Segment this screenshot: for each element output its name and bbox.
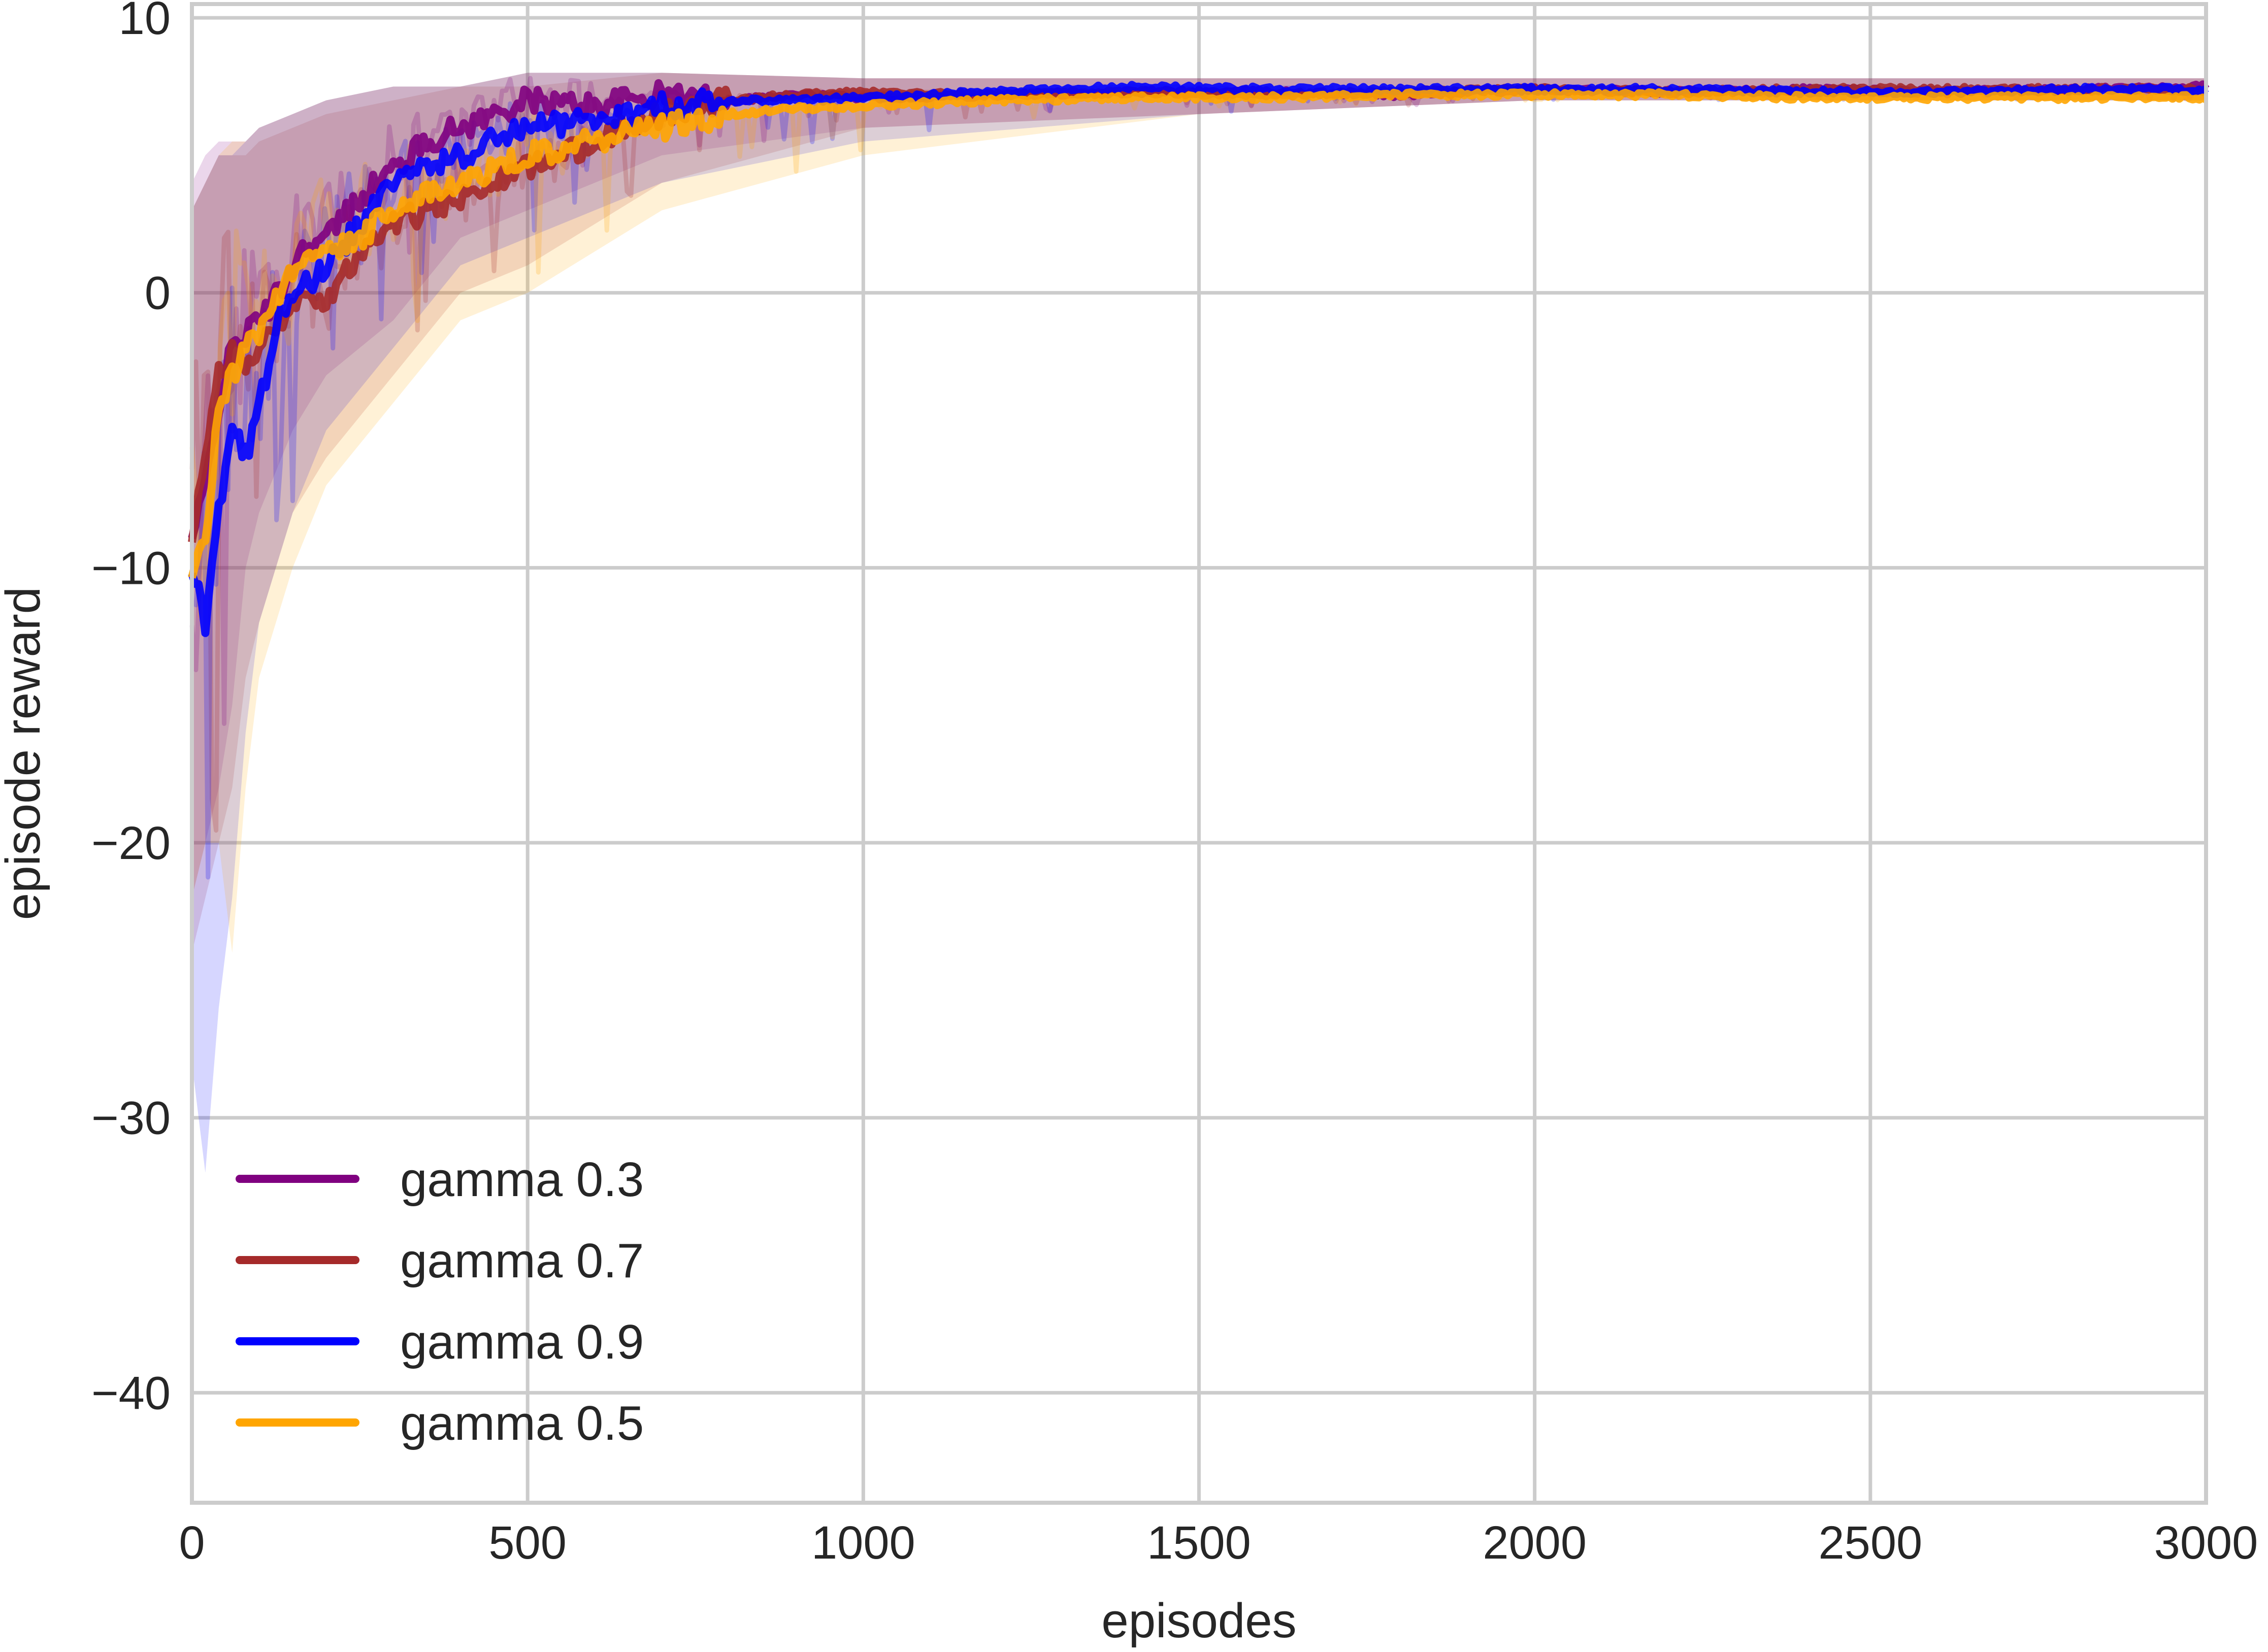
y-tick-label: 10 bbox=[119, 0, 171, 44]
series-line-gamma-09 bbox=[188, 81, 2209, 637]
y-tick-label: 0 bbox=[145, 268, 171, 319]
x-tick-label: 500 bbox=[488, 1517, 567, 1569]
legend-label: gamma 0.3 bbox=[400, 1152, 644, 1207]
x-tick-label: 2500 bbox=[1818, 1517, 1922, 1569]
legend-label: gamma 0.7 bbox=[400, 1234, 644, 1288]
x-tick-label: 1000 bbox=[811, 1517, 915, 1569]
plot-border bbox=[190, 2, 2208, 1505]
x-tick-label: 0 bbox=[179, 1517, 205, 1569]
smoothed-lines bbox=[188, 79, 2210, 637]
y-tick-label: −30 bbox=[91, 1093, 171, 1144]
legend: gamma 0.3 gamma 0.7 gamma 0.9 gamma 0.5 bbox=[236, 1152, 644, 1450]
series-line-gamma-05 bbox=[188, 88, 2208, 579]
x-axis-label: episodes bbox=[1101, 1594, 1296, 1648]
tick-labels: 0 500 1000 1500 2000 2500 3000 10 0 −10 −20 −30 −40 bbox=[91, 0, 2258, 1569]
y-tick-label: −40 bbox=[91, 1367, 171, 1419]
plot-frame bbox=[190, 2, 2208, 1505]
x-tick-label: 1500 bbox=[1147, 1517, 1251, 1569]
x-tick-label: 3000 bbox=[2154, 1517, 2258, 1569]
x-tick-label: 2000 bbox=[1483, 1517, 1587, 1569]
raw-band-gamma-03 bbox=[192, 73, 2206, 898]
legend-label: gamma 0.9 bbox=[400, 1315, 644, 1369]
grid-layer bbox=[190, 4, 2208, 1503]
y-axis-label: episode reward bbox=[0, 587, 50, 920]
y-tick-label: −10 bbox=[91, 542, 171, 594]
y-tick-label: −20 bbox=[91, 817, 171, 869]
legend-label: gamma 0.5 bbox=[400, 1396, 644, 1450]
